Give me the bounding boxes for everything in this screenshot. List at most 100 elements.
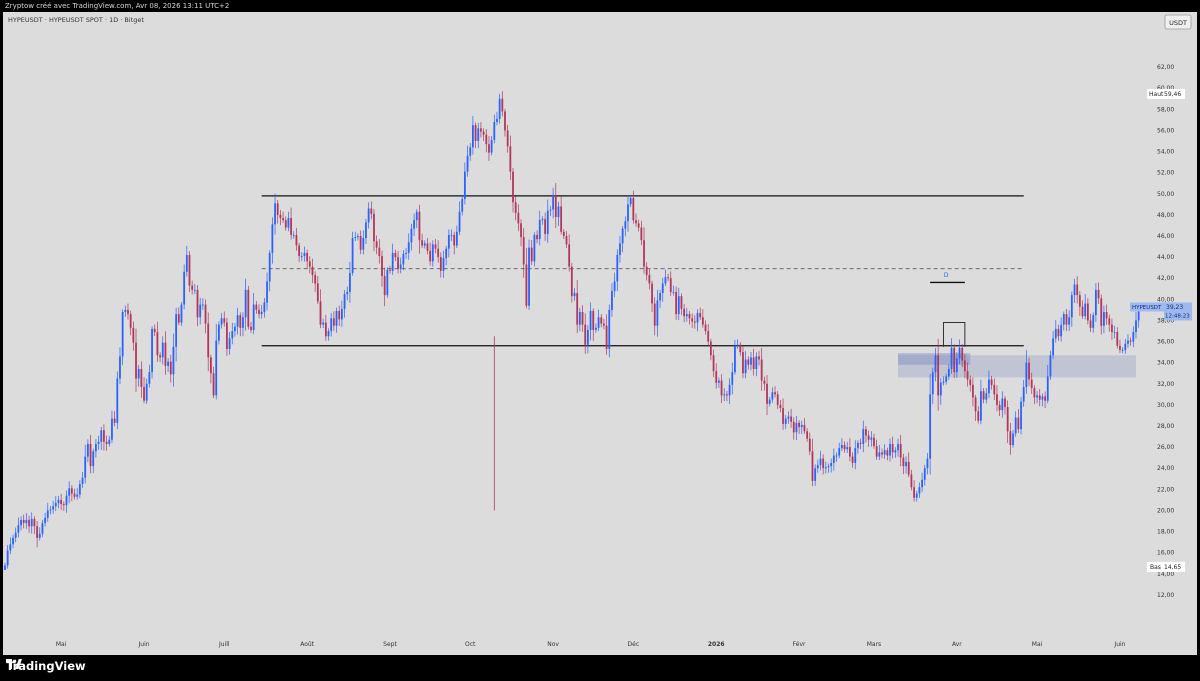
candle — [445, 246, 448, 266]
candle — [81, 471, 84, 489]
candle — [613, 272, 616, 298]
candle-body — [255, 304, 258, 310]
candle — [338, 305, 341, 326]
candle — [624, 216, 627, 237]
candle — [512, 167, 514, 213]
candle-body — [603, 323, 605, 326]
candle-body — [635, 220, 637, 224]
currency-button-label[interactable]: USDT — [1169, 19, 1187, 27]
candle — [600, 314, 603, 328]
candle — [742, 345, 744, 379]
x-axis[interactable]: Mai Juin Juill Août Sept Oct Nov Déc 2026 Févr Mar… — [56, 641, 1126, 648]
candle-body — [576, 293, 579, 325]
candle-body — [1116, 332, 1119, 346]
candle-body — [127, 309, 129, 315]
candle — [504, 108, 506, 137]
candle-body — [207, 323, 210, 358]
candle — [1129, 337, 1132, 346]
candle-body — [541, 219, 544, 221]
candle — [597, 309, 600, 331]
candle-body — [300, 256, 303, 257]
candle — [651, 280, 653, 312]
candle — [482, 128, 485, 142]
candle-body — [795, 422, 798, 433]
candle-body — [787, 416, 790, 419]
candle-body — [196, 289, 199, 318]
candle — [985, 388, 988, 404]
candle — [849, 438, 851, 462]
candle-body — [608, 309, 611, 349]
candle — [295, 227, 298, 251]
bottom-bar: TradingView — [0, 655, 1200, 681]
candle — [621, 225, 624, 253]
candle — [996, 385, 998, 412]
chart-area[interactable]: HYPEUSDT · HYPEUSDT SPOT · 1D · Bitget U… — [3, 12, 1197, 655]
candle — [252, 292, 255, 335]
candle — [803, 418, 806, 434]
candle-body — [453, 234, 456, 246]
candle — [20, 516, 22, 531]
candle — [9, 537, 12, 555]
candle-body — [1004, 398, 1006, 407]
candle-body — [1124, 343, 1127, 350]
candle-body — [742, 352, 744, 374]
candle-body — [760, 359, 763, 381]
tradingview-logo[interactable]: TradingView — [6, 659, 86, 673]
candle-body — [739, 344, 742, 353]
candle-body — [279, 214, 282, 219]
price-value: 39,23 — [1166, 304, 1183, 311]
candle — [455, 225, 458, 249]
candle-body — [413, 220, 415, 229]
candle-body — [303, 252, 306, 257]
candle-body — [236, 315, 239, 327]
candle-body — [215, 340, 218, 396]
candle-body — [354, 237, 357, 239]
candle — [159, 352, 161, 363]
candle — [215, 323, 218, 400]
price-symbol: HYPEUSDT — [1132, 305, 1162, 311]
candle — [415, 209, 418, 229]
candle — [41, 519, 44, 537]
y-axis[interactable]: 62,00 60,00 58,00 56,00 54,00 52,00 50,00 48,00… — [1157, 64, 1174, 599]
candle-body — [250, 326, 252, 330]
currency-button-box[interactable] — [1164, 14, 1192, 30]
candle — [875, 439, 878, 460]
candle — [723, 388, 726, 401]
candle-body — [220, 318, 223, 325]
candle-body — [750, 357, 752, 365]
candle — [506, 124, 509, 153]
candle-body — [282, 218, 284, 221]
x-tick-label: Juill — [218, 641, 230, 648]
chart-background — [3, 12, 1197, 655]
candle — [218, 321, 220, 345]
candle-body — [28, 519, 30, 527]
candle-body — [298, 245, 301, 257]
candle-body — [22, 519, 25, 524]
candle-body — [402, 253, 405, 265]
candle — [242, 312, 244, 337]
candle-body — [6, 550, 9, 566]
candle-body — [509, 146, 512, 172]
candle-body — [525, 264, 528, 306]
candle — [953, 344, 956, 379]
candle — [835, 452, 838, 462]
candle — [950, 338, 953, 374]
candle — [263, 298, 266, 318]
candle-body — [159, 355, 161, 358]
candlestick-chart[interactable]: HYPEUSDT · HYPEUSDT SPOT · 1D · Bitget U… — [3, 12, 1197, 655]
candle — [92, 448, 95, 474]
candle — [1054, 320, 1057, 343]
candle — [100, 426, 103, 450]
candle-body — [808, 438, 811, 452]
currency-button[interactable]: USDT — [1164, 14, 1192, 30]
candle — [779, 400, 782, 413]
candle-body — [963, 360, 966, 372]
high-label-value: 59,46 — [1164, 91, 1181, 98]
y-tick-label: 16,00 — [1157, 550, 1174, 557]
candle-body — [712, 355, 715, 372]
candle-body — [798, 422, 801, 428]
candle-body — [36, 526, 38, 538]
candle — [814, 464, 817, 486]
candle-body — [447, 234, 450, 249]
candle-body — [1081, 306, 1084, 317]
